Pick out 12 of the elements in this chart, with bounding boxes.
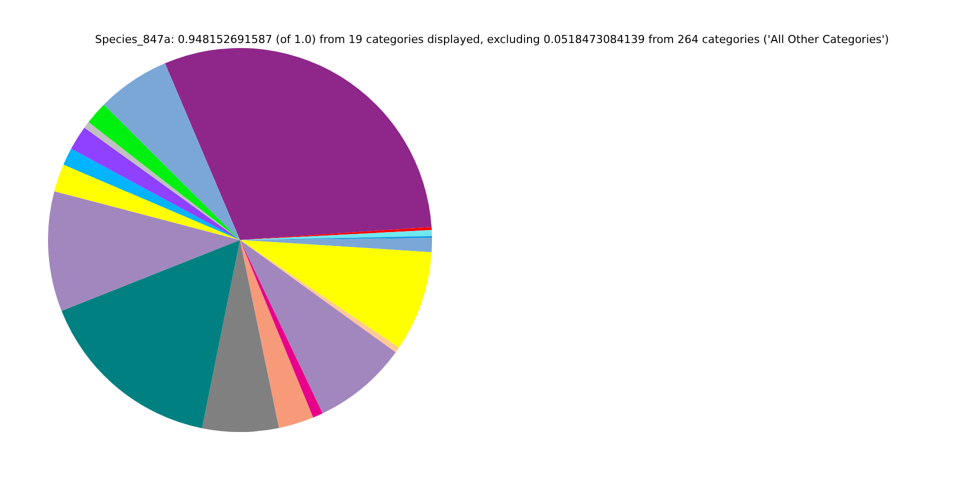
pie-slice [63, 148, 240, 240]
pie-slice [104, 63, 240, 240]
pie-slice [62, 240, 240, 428]
pie-slice [202, 240, 279, 432]
pie-slice [164, 48, 432, 240]
text: Species_847a: 0.948152691587 (of 1.0) from 19 categories displayed, excluding 0.0518473084139 from 264 categories ('All Other Categories') [95, 33, 889, 46]
pie-slice [240, 240, 399, 352]
pie-slice [54, 164, 240, 240]
pie-slice [240, 240, 432, 348]
pie-slice [88, 104, 240, 240]
pie-slice [240, 240, 314, 428]
pie-slice [240, 240, 323, 418]
